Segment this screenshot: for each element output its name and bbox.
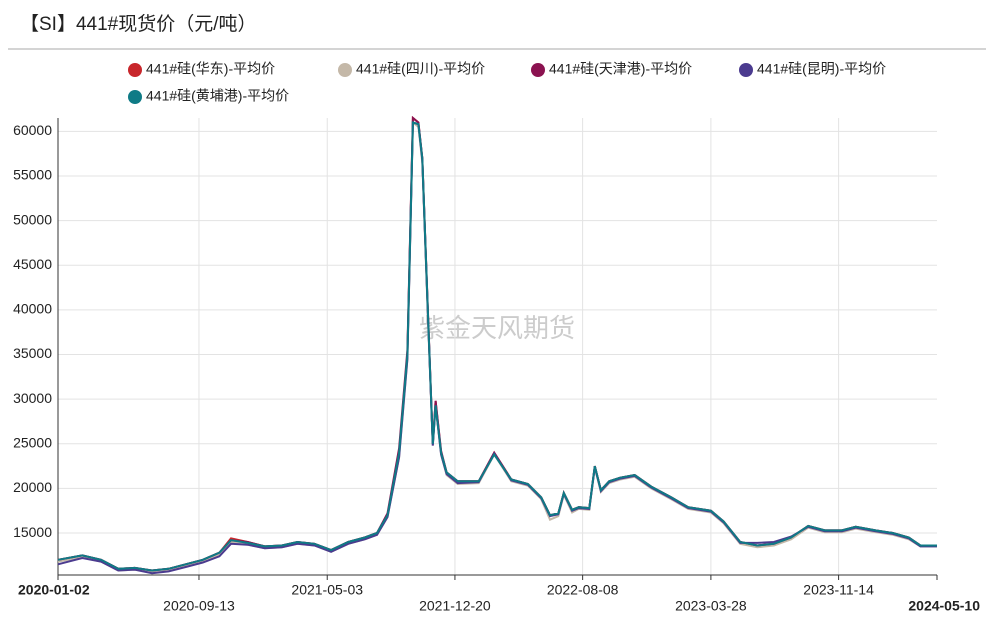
y-tick-label: 20000 [13, 479, 52, 495]
series-line [57, 115, 937, 572]
y-tick-label: 50000 [13, 211, 52, 227]
legend-label: 441#硅(天津港)-平均价 [549, 61, 692, 77]
x-tick-label: 2021-05-03 [291, 582, 363, 598]
x-tick-label: 2021-12-20 [419, 598, 491, 614]
legend-swatch [128, 63, 142, 77]
legend-label: 441#硅(黄埔港)-平均价 [146, 88, 289, 104]
x-tick-label: 2022-08-08 [547, 582, 619, 598]
x-tick-label: 2023-03-28 [675, 598, 747, 614]
series-line [57, 121, 937, 572]
y-tick-label: 60000 [13, 122, 52, 138]
watermark: 紫金天风期货 [419, 313, 575, 343]
legend-label: 441#硅(华东)-平均价 [146, 61, 275, 77]
legend-label: 441#硅(四川)-平均价 [356, 61, 485, 77]
series-line [57, 121, 937, 575]
y-tick-label: 55000 [13, 167, 52, 183]
y-tick-label: 45000 [13, 256, 52, 272]
chart-title: 【SI】441#现货价（元/吨） [20, 13, 257, 35]
x-tick-label: 2024-05-10 [908, 598, 980, 614]
legend-swatch [739, 63, 753, 77]
legend-swatch [128, 90, 142, 104]
y-tick-label: 25000 [13, 434, 52, 450]
series-line [57, 115, 937, 572]
series-line [57, 120, 937, 574]
y-tick-label: 15000 [13, 524, 52, 540]
x-tick-label: 2020-01-02 [18, 582, 90, 598]
legend-label: 441#硅(昆明)-平均价 [757, 61, 886, 77]
legend-swatch [338, 63, 352, 77]
x-tick-label: 2023-11-14 [803, 582, 874, 598]
y-tick-label: 40000 [13, 301, 52, 317]
y-tick-label: 35000 [13, 345, 52, 361]
x-tick-label: 2020-09-13 [163, 598, 235, 614]
legend-swatch [531, 63, 545, 77]
y-tick-label: 30000 [13, 390, 52, 406]
